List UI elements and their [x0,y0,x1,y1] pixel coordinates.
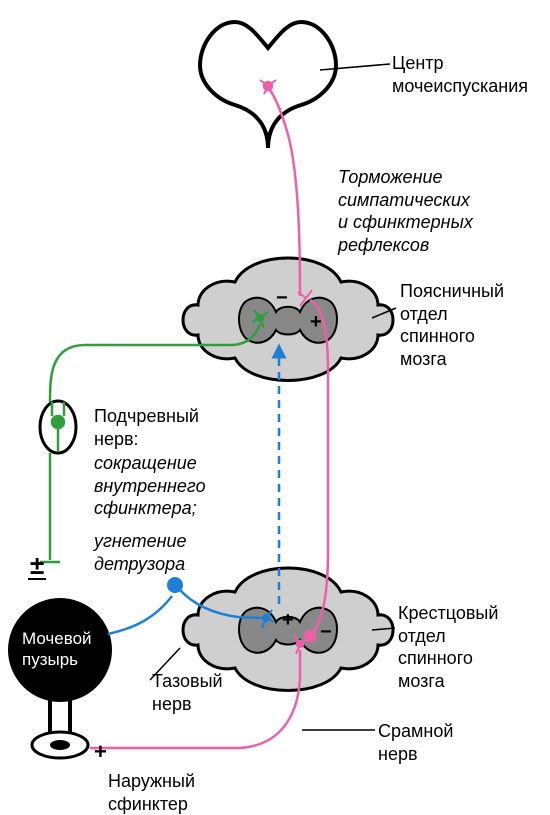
label-pelvic: Тазовый нерв [152,670,223,715]
label-sacral: Крестцовый отдел спинного мозга [398,602,498,692]
label-pudendal: Срамной нерв [378,720,453,765]
pink-ascending [260,80,328,641]
lumbar-cord [183,258,393,381]
bladder [8,598,112,758]
label-hypogastric-title: Подчревный нерв: [94,405,199,450]
label-micturition-center: Центр мочеиспускания [392,52,528,97]
brainstem-outline [200,22,336,148]
symbol-plus-ext: + [94,738,107,766]
label-lumbar: Поясничный отдел спинного мозга [400,280,504,370]
label-hypogastric-inhibit: угнетение детрузора [94,530,187,575]
label-hypogastric-contract: сокращение внутреннего сфинктера; [94,452,206,520]
label-bladder: Мочевой пузырь [22,628,92,671]
symbol-pm-green: ± [28,552,46,580]
symbol-sacral-minus: − [320,620,332,645]
hypogastric-ganglion [40,401,76,453]
symbol-lumbar-plus: + [310,310,322,335]
label-inhibition: Торможение симпатических и сфинктерных р… [338,166,473,256]
symbol-lumbar-minus: − [276,286,288,311]
leader-lines [150,64,396,730]
symbol-sacral-plus: + [282,608,294,633]
label-ext-sphincter: Наружный сфинктер [108,770,195,815]
